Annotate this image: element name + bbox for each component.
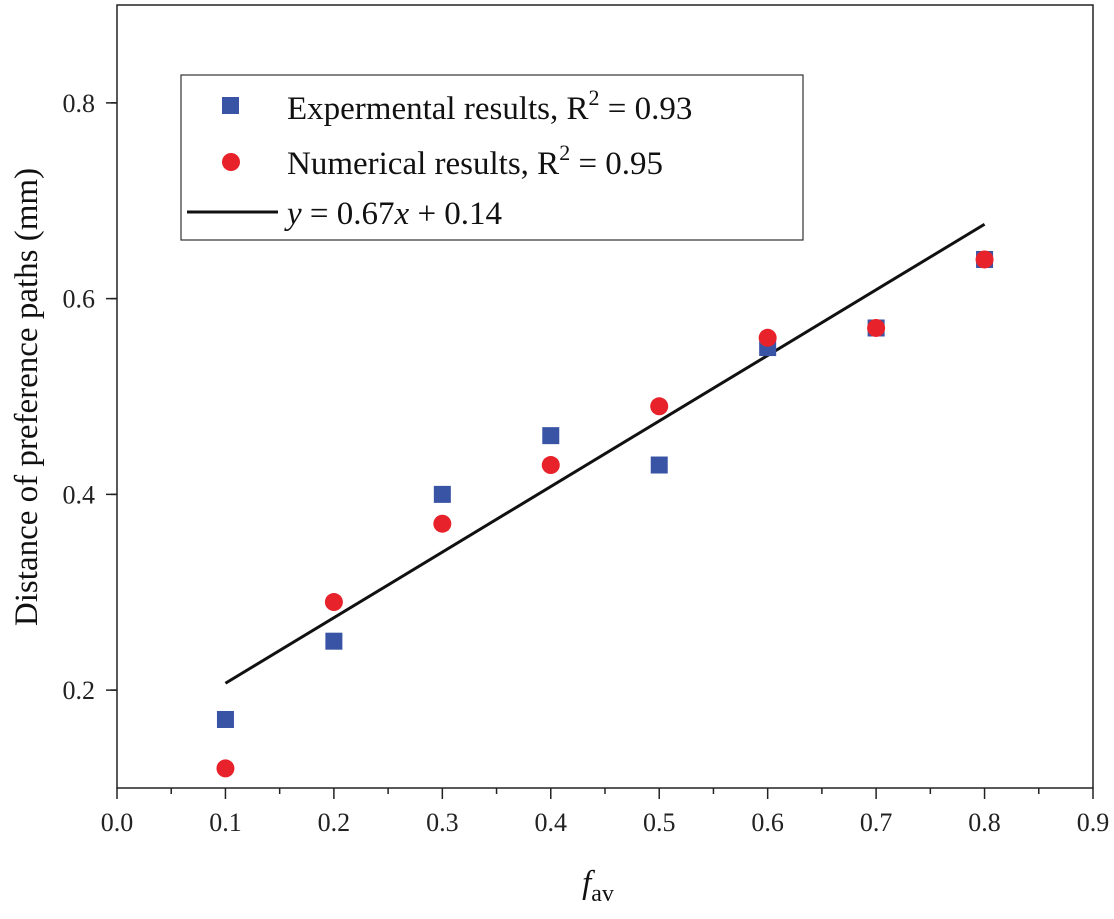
y-tick-label: 0.6 bbox=[63, 285, 96, 314]
x-tick-label: 0.5 bbox=[643, 808, 676, 837]
experimental-point bbox=[325, 632, 343, 650]
legend-label-numerical: Numerical results, R2 = 0.95 bbox=[287, 140, 663, 182]
experimental-point bbox=[216, 710, 234, 728]
fit-line-layer bbox=[224, 222, 986, 685]
x-tick-label: 0.0 bbox=[101, 808, 134, 837]
legend-label-fit-x: x bbox=[394, 196, 410, 232]
x-axis: 0.0 0.1 0.2 0.3 0.4 0.5 0.6 0.7 0.8 0.9 bbox=[101, 788, 1110, 837]
experimental-point bbox=[650, 456, 668, 474]
legend-label-experimental-suffix: = 0.93 bbox=[600, 91, 693, 127]
experimental-point bbox=[433, 485, 451, 503]
x-tick-label: 0.9 bbox=[1077, 808, 1110, 837]
legend-label-experimental-sup: 2 bbox=[589, 85, 600, 110]
x-axis-title-sub: av bbox=[591, 881, 614, 907]
x-tick-label: 0.8 bbox=[968, 808, 1001, 837]
legend-label-numerical-suffix: = 0.95 bbox=[570, 146, 663, 182]
y-axis: 0.2 0.4 0.6 0.8 bbox=[63, 89, 117, 705]
experimental-point bbox=[542, 427, 560, 445]
legend-marker-experimental bbox=[222, 97, 239, 114]
legend-marker-numerical bbox=[222, 153, 240, 171]
numerical-point bbox=[324, 593, 343, 612]
numerical-point bbox=[433, 514, 452, 533]
y-axis-title: Distance of preference paths (mm) bbox=[9, 168, 45, 626]
x-tick-label: 0.2 bbox=[318, 808, 351, 837]
legend-label-fit-end: + 0.14 bbox=[409, 196, 502, 232]
legend-label-fit-mid: = 0.67 bbox=[302, 196, 395, 232]
numerical-point bbox=[650, 397, 669, 416]
y-tick-label: 0.8 bbox=[63, 89, 96, 118]
legend-label-experimental: Expermental results, R2 = 0.93 bbox=[287, 85, 692, 127]
x-tick-label: 0.7 bbox=[860, 808, 893, 837]
numerical-point bbox=[975, 250, 994, 269]
y-tick-label: 0.2 bbox=[63, 676, 96, 705]
fit-line bbox=[224, 222, 986, 685]
x-tick-label: 0.3 bbox=[426, 808, 459, 837]
x-tick-label: 0.4 bbox=[535, 808, 568, 837]
legend-label-fit-line: y = 0.67x + 0.14 bbox=[284, 196, 502, 232]
legend-label-fit-y: y bbox=[284, 196, 302, 232]
y-tick-label: 0.4 bbox=[63, 480, 96, 509]
legend: Expermental results, R2 = 0.93 Numerical… bbox=[180, 74, 804, 241]
x-tick-label: 0.6 bbox=[751, 808, 784, 837]
legend-label-numerical-prefix: Numerical results, R bbox=[287, 146, 559, 182]
legend-box bbox=[180, 74, 804, 241]
legend-label-experimental-prefix: Expermental results, R bbox=[287, 91, 589, 127]
legend-label-numerical-sup: 2 bbox=[559, 140, 570, 165]
numerical-point bbox=[867, 318, 886, 337]
x-tick-label: 0.1 bbox=[209, 808, 242, 837]
numerical-point bbox=[541, 456, 560, 475]
points-layer bbox=[216, 250, 994, 778]
x-axis-title: fav bbox=[582, 865, 614, 907]
numerical-point bbox=[216, 759, 235, 778]
numerical-point bbox=[758, 328, 777, 347]
